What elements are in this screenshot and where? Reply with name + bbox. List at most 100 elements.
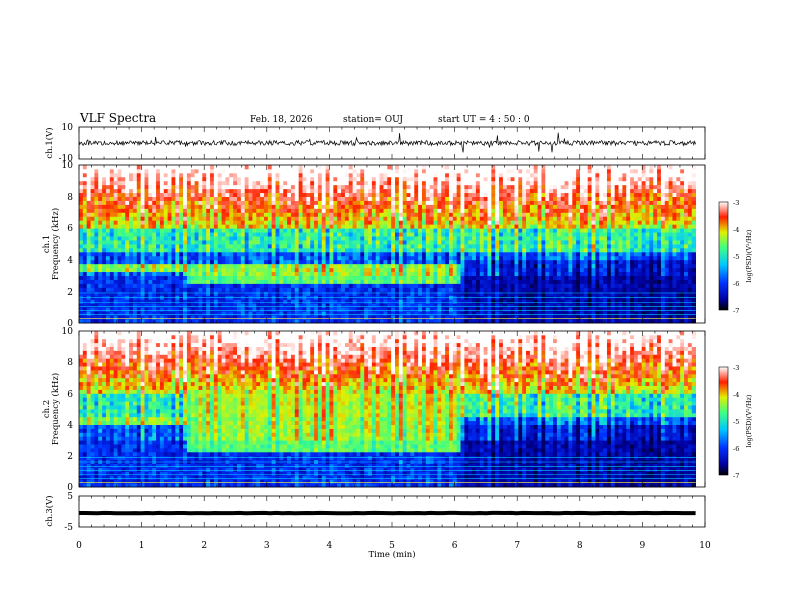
spectrogram-cell (190, 196, 196, 201)
spectrogram-cell (368, 224, 373, 229)
spectrogram-cell (441, 287, 446, 292)
spectrogram-cell (202, 307, 207, 312)
spectrogram-cell (263, 192, 269, 197)
spectrogram-cell (375, 224, 380, 229)
spectrogram-cell (348, 307, 354, 312)
spectrogram-cell (217, 228, 222, 233)
spectrogram-cell (144, 212, 149, 217)
spectrogram-cell (163, 283, 169, 288)
spectrogram-cell (391, 180, 396, 186)
spectrogram-cell (213, 232, 219, 237)
spectrogram-cell (483, 240, 488, 245)
spectrogram-cell (194, 271, 199, 276)
spectrogram-cell (410, 303, 415, 308)
spectrogram-cell (156, 224, 161, 229)
spectrogram-cell (186, 244, 192, 249)
spectrogram-cell (190, 180, 196, 186)
spectrogram-cell (144, 240, 149, 245)
spectrogram-cell (495, 244, 500, 249)
spectrogram-cell (418, 228, 423, 233)
spectrogram-cell (364, 192, 369, 197)
spectrogram-cell (117, 196, 122, 201)
spectrogram-cell (368, 283, 373, 288)
spectrogram-cell (237, 165, 242, 170)
spectrogram-cell (356, 216, 361, 221)
spectrogram-cell (522, 216, 527, 221)
spectrogram-cell (499, 232, 504, 237)
spectrogram-cell (109, 212, 115, 217)
spectrogram-cell (314, 287, 319, 292)
spectrogram-cell (433, 232, 438, 237)
spectrogram-cell (456, 267, 461, 273)
spectrogram-cell (456, 259, 461, 265)
spectrogram-cell (256, 299, 261, 304)
spectrogram-cell (468, 279, 473, 284)
spectrogram-cell (156, 168, 161, 174)
spectrogram-cell (198, 319, 203, 324)
spectrogram-cell (360, 236, 365, 241)
spectrogram-cell (375, 188, 380, 194)
spectrogram-cell (314, 291, 319, 296)
spectrogram-cell (94, 247, 99, 253)
spectrogram-cell (117, 263, 122, 269)
spectrogram-cell (429, 247, 434, 253)
spectrogram-cell (237, 255, 242, 261)
spectrogram-cell (475, 311, 481, 316)
spectrogram-cell (410, 168, 415, 174)
spectrogram-cell (418, 220, 423, 225)
spectrogram-cell (325, 192, 330, 197)
spectrogram-cell (260, 299, 265, 304)
spectrogram-cell (514, 315, 519, 320)
spectrogram-cell (464, 315, 469, 320)
spectrogram-cell (398, 208, 404, 213)
spectrogram-cell (283, 180, 288, 186)
spectrogram-cell (290, 307, 296, 312)
spectrogram-cell (94, 303, 99, 308)
spectrogram-cell (537, 259, 542, 265)
spectrogram-cell (529, 196, 535, 201)
spectrogram-cell (537, 319, 542, 324)
spectrogram-cell (287, 176, 292, 182)
spectrogram-cell (79, 208, 84, 213)
spectrogram-cell (464, 311, 469, 316)
spectrogram-cell (125, 267, 130, 273)
spectrogram-cell (452, 267, 458, 273)
spectrogram-cell (317, 176, 323, 182)
spectrogram-cell (460, 228, 465, 233)
spectrogram-cell (202, 271, 207, 276)
spectrogram-cell (456, 180, 461, 186)
spectrogram-cell (541, 172, 546, 178)
spectrogram-cell (263, 303, 269, 308)
spectrogram-cell (179, 184, 184, 190)
spectrogram-cell (371, 267, 377, 273)
spectrogram-cell (213, 259, 219, 265)
spectrogram-cell (425, 212, 431, 217)
spectrogram-cell (190, 263, 196, 269)
spectrogram-cell (452, 212, 458, 217)
spectrogram-cell (221, 220, 226, 225)
spectrogram-cell (121, 299, 126, 304)
spectrogram-cell (533, 208, 538, 213)
spectrogram-cell (448, 267, 454, 273)
spectrogram-cell (526, 180, 531, 186)
spectrogram-cell (210, 204, 215, 209)
spectrogram-cell (348, 271, 354, 276)
spectrogram-cell (537, 263, 542, 269)
spectrogram-cell (537, 279, 542, 284)
spectrogram-cell (356, 180, 361, 186)
spectrogram-cell (248, 319, 253, 324)
spectrogram-cell (167, 259, 172, 265)
spectrogram-cell (132, 165, 138, 170)
spectrogram-cell (148, 236, 153, 241)
spectrogram-cell (368, 176, 373, 182)
spectrogram-cell (171, 279, 176, 284)
spectrogram-cell (375, 319, 380, 324)
spectrogram-cell (475, 192, 481, 197)
spectrogram-cell (429, 287, 434, 292)
spectrogram-cell (206, 240, 211, 245)
spectrogram-cell (510, 247, 515, 253)
spectrogram-cell (198, 240, 203, 245)
spectrogram-cell (148, 291, 153, 296)
spectrogram-cell (406, 271, 411, 276)
spectrogram-cell (445, 172, 450, 178)
